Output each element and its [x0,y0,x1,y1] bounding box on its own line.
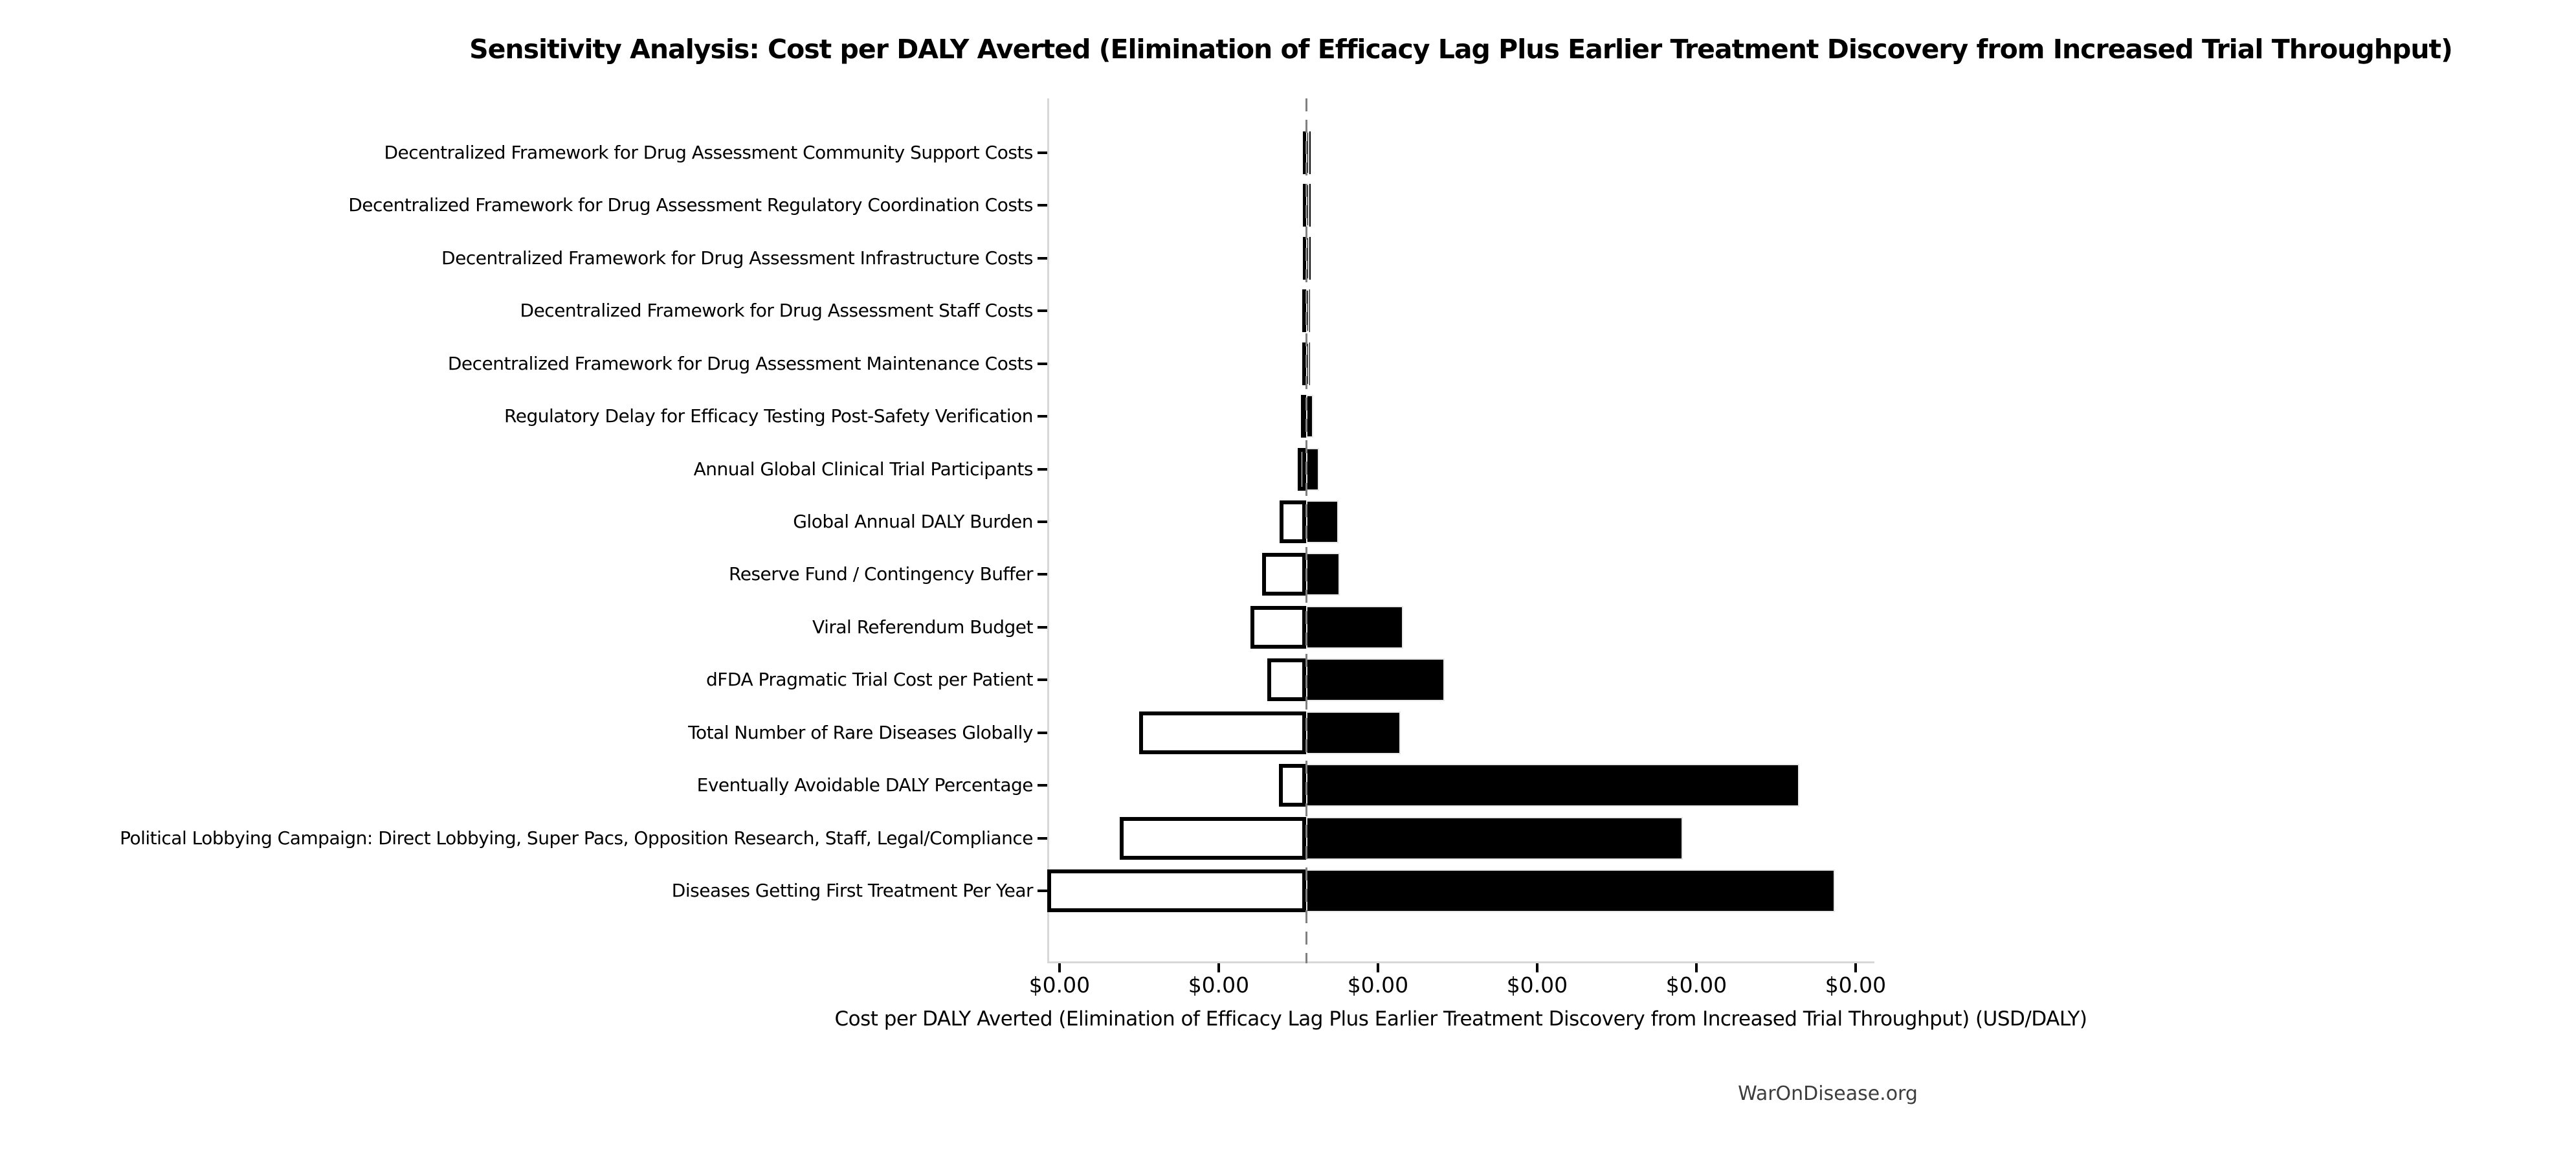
category-label: Decentralized Framework for Drug Assessm… [441,247,1033,269]
y-axis-spine [1047,98,1049,963]
y-tick-mark [1038,521,1047,523]
bar-low-side [1262,553,1306,596]
x-axis-label: Cost per DALY Averted (Elimination of Ef… [834,1007,2087,1031]
bar-high-side [1306,500,1338,543]
bar-low-side [1119,816,1306,860]
y-tick-mark [1038,678,1047,682]
bar-high-side [1306,711,1401,754]
y-tick-mark [1038,836,1047,840]
baseline-dashed-line [1305,98,1307,963]
bar-high-side [1306,764,1800,807]
plot-area [1047,98,1874,963]
y-tick-mark [1038,415,1047,418]
category-label: Total Number of Rare Diseases Globally [688,721,1033,743]
y-tick-mark [1038,204,1047,207]
y-tick-mark [1038,467,1047,471]
bar-high-side [1306,816,1683,860]
bar-high-side [1306,553,1340,596]
category-label: Global Annual DALY Burden [793,511,1033,532]
source-label: WarOnDisease.org [1738,1082,1918,1105]
y-tick-mark [1038,151,1047,154]
x-tick-label: $0.00 [1506,972,1568,998]
bar-high-side [1306,447,1319,491]
bar-low-side [1047,869,1306,913]
bar-low-side [1297,447,1306,491]
x-tick-mark [1854,963,1857,972]
y-tick-mark [1038,573,1047,576]
y-tick-mark [1038,731,1047,734]
x-tick-label: $0.00 [1347,972,1409,998]
category-label: Political Lobbying Campaign: Direct Lobb… [120,827,1033,849]
category-label: dFDA Pragmatic Trial Cost per Patient [706,669,1034,691]
bar-high-side [1306,658,1445,702]
category-label: Decentralized Framework for Drug Assessm… [447,352,1034,374]
category-label: Decentralized Framework for Drug Assessm… [348,194,1033,216]
chart-title: Sensitivity Analysis: Cost per DALY Aver… [469,34,2453,65]
category-label: Diseases Getting First Treatment Per Yea… [671,880,1034,902]
bar-low-side [1138,711,1306,754]
y-tick-mark [1038,625,1047,629]
bar-high-side [1306,605,1404,649]
bar-low-side [1250,605,1306,649]
bar-low-side [1278,764,1306,807]
bar-low-side [1267,658,1306,702]
x-tick-label: $0.00 [1028,972,1091,998]
bar-high-side [1306,869,1835,913]
category-label: Decentralized Framework for Drug Assessm… [520,300,1034,322]
y-tick-mark [1038,256,1047,260]
x-axis-spine [1047,961,1874,963]
category-label: Viral Referendum Budget [812,616,1033,638]
category-label: Regulatory Delay for Efficacy Testing Po… [504,405,1033,427]
x-tick-label: $0.00 [1825,972,1887,998]
y-tick-mark [1038,890,1047,893]
bar-low-side [1279,500,1306,543]
x-tick-label: $0.00 [1188,972,1250,998]
category-label: Eventually Avoidable DALY Percentage [696,774,1034,796]
x-tick-mark [1535,963,1538,972]
y-tick-mark [1038,362,1047,365]
category-label: Decentralized Framework for Drug Assessm… [384,142,1034,163]
y-tick-mark [1038,309,1047,313]
x-tick-mark [1058,963,1061,972]
x-tick-mark [1376,963,1379,972]
category-label: Annual Global Clinical Trial Participant… [693,458,1034,480]
category-label: Reserve Fund / Contingency Buffer [729,563,1033,585]
y-tick-mark [1038,784,1047,787]
x-tick-label: $0.00 [1665,972,1727,998]
x-tick-mark [1694,963,1698,972]
x-tick-mark [1217,963,1220,972]
